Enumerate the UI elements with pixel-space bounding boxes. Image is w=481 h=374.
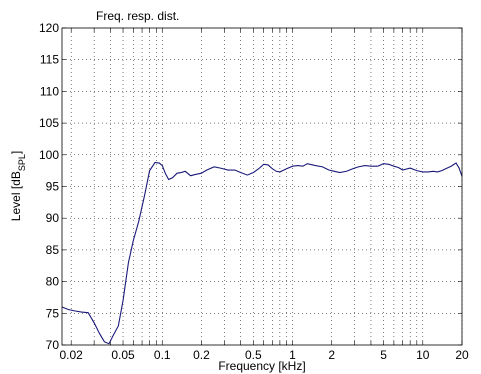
x-axis-label: Frequency [kHz] xyxy=(218,359,305,373)
y-axis-label-sub: SPL xyxy=(17,154,27,171)
x-tick-label: 10 xyxy=(416,348,430,362)
x-tick-label: 5 xyxy=(380,348,387,362)
x-tick-label: 0.05 xyxy=(111,348,135,362)
y-tick-label: 80 xyxy=(46,275,60,289)
y-tick-labels: 70 75 80 85 90 95 100 105 110 115 120 xyxy=(39,21,59,352)
grid-lines xyxy=(62,28,463,345)
y-axis-label-main: Level [dB xyxy=(9,171,23,221)
x-tick-label: 0.5 xyxy=(245,348,262,362)
plot-frame xyxy=(61,27,463,346)
axis-ticks xyxy=(62,27,463,346)
y-tick-label: 100 xyxy=(39,148,59,162)
y-axis-label-close: ] xyxy=(9,151,23,154)
y-tick-label: 75 xyxy=(46,306,60,320)
y-tick-label: 120 xyxy=(39,21,59,35)
x-tick-label: 2 xyxy=(328,348,335,362)
series-line-level xyxy=(61,161,463,345)
y-tick-label: 90 xyxy=(46,211,60,225)
y-axis-label: Level [dBSPL] xyxy=(9,151,27,221)
y-tick-label: 95 xyxy=(46,180,60,194)
y-tick-label: 70 xyxy=(46,338,60,352)
x-tick-label: 20 xyxy=(455,348,469,362)
y-tick-label: 115 xyxy=(40,53,59,67)
x-tick-label: 0.2 xyxy=(193,348,210,362)
chart-title: Freq. resp. dist. xyxy=(96,9,179,23)
x-tick-label: 0.1 xyxy=(154,348,171,362)
x-tick-label: 1 xyxy=(289,348,296,362)
y-tick-label: 110 xyxy=(40,84,59,98)
x-tick-label: 0.02 xyxy=(60,348,84,362)
y-tick-label: 85 xyxy=(46,243,60,257)
y-tick-label: 105 xyxy=(39,116,59,130)
x-tick-labels: 0.02 0.05 0.1 0.2 0.5 1 2 5 10 20 xyxy=(60,348,469,362)
